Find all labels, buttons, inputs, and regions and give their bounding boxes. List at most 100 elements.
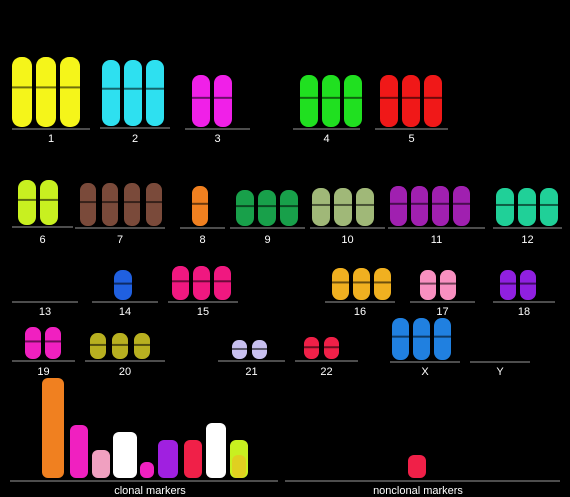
centromere-11-3 bbox=[432, 202, 449, 205]
chromosome-16-3 bbox=[374, 268, 391, 300]
chromosome-label-12: 12 bbox=[521, 234, 533, 246]
chromosome-4-1 bbox=[300, 75, 318, 127]
chromosome-1-2 bbox=[36, 57, 56, 127]
centromere-16-2 bbox=[353, 281, 370, 284]
chromosome-label-7: 7 bbox=[117, 234, 123, 246]
centromere-10-1 bbox=[312, 203, 330, 206]
centromere-12-3 bbox=[540, 203, 558, 206]
centromere-11-4 bbox=[453, 202, 470, 205]
centromere-1-2 bbox=[36, 86, 56, 89]
chromosome-label-19: 19 bbox=[37, 366, 49, 378]
centromere-22-1 bbox=[304, 346, 319, 349]
chromosome-6-2 bbox=[40, 180, 58, 225]
chromosome-label-21: 21 bbox=[245, 366, 257, 378]
centromere-15-3 bbox=[214, 280, 231, 283]
chromosome-2-1 bbox=[102, 60, 120, 126]
centromere-9-2 bbox=[258, 205, 276, 208]
chromosome-label-22: 22 bbox=[320, 366, 332, 378]
centromere-20-2 bbox=[112, 343, 128, 346]
chromosome-label-6: 6 bbox=[39, 234, 45, 246]
centromere-21-1 bbox=[232, 347, 247, 350]
centromere-X-1 bbox=[392, 335, 409, 338]
chromosome-9-3 bbox=[280, 190, 298, 226]
centromere-1-3 bbox=[60, 86, 80, 89]
centromere-9-1 bbox=[236, 205, 254, 208]
chromosome-2-3 bbox=[146, 60, 164, 126]
chromosome-label-13: 13 bbox=[39, 306, 51, 318]
clonal-marker-4 bbox=[113, 432, 137, 478]
centromere-X-3 bbox=[434, 335, 451, 338]
chromosome-label-18: 18 bbox=[518, 306, 530, 318]
clonal-marker-2 bbox=[70, 425, 88, 478]
chromosome-label-3: 3 bbox=[214, 133, 220, 145]
clonal-marker-5 bbox=[140, 462, 154, 478]
chromosome-label-Y: Y bbox=[496, 366, 504, 378]
chromosome-8-1 bbox=[192, 186, 208, 226]
centromere-X-2 bbox=[413, 335, 430, 338]
chromosome-5-1 bbox=[380, 75, 398, 127]
centromere-3-1 bbox=[192, 96, 210, 99]
centromere-10-3 bbox=[356, 203, 374, 206]
centromere-9-3 bbox=[280, 205, 298, 208]
chromosome-12-1 bbox=[496, 188, 514, 226]
chromosome-label-8: 8 bbox=[199, 234, 205, 246]
chromosome-11-2 bbox=[411, 186, 428, 226]
centromere-1-1 bbox=[12, 86, 32, 89]
chromosome-label-20: 20 bbox=[119, 366, 131, 378]
chromosome-11-3 bbox=[432, 186, 449, 226]
clonal-marker-3 bbox=[92, 450, 110, 478]
centromere-8-1 bbox=[192, 202, 208, 205]
centromere-7-2 bbox=[102, 201, 118, 204]
centromere-11-2 bbox=[411, 202, 428, 205]
chromosome-15-3 bbox=[214, 266, 231, 300]
chromosome-label-5: 5 bbox=[408, 133, 414, 145]
centromere-2-3 bbox=[146, 87, 164, 90]
clonal-marker-6 bbox=[158, 440, 178, 478]
centromere-5-3 bbox=[424, 96, 442, 99]
chromosome-14-1 bbox=[114, 270, 132, 300]
centromere-22-2 bbox=[324, 346, 339, 349]
centromere-6-1 bbox=[18, 198, 36, 201]
centromere-17-2 bbox=[440, 282, 456, 285]
centromere-19-1 bbox=[25, 340, 41, 343]
chromosome-label-4: 4 bbox=[323, 133, 329, 145]
centromere-16-1 bbox=[332, 281, 349, 284]
chromosome-7-3 bbox=[124, 183, 140, 226]
centromere-5-1 bbox=[380, 96, 398, 99]
centromere-6-2 bbox=[40, 198, 58, 201]
chromosome-3-1 bbox=[192, 75, 210, 127]
chromosome-17-1 bbox=[420, 270, 436, 300]
chromosome-11-1 bbox=[390, 186, 407, 226]
centromere-19-2 bbox=[45, 340, 61, 343]
chromosome-17-2 bbox=[440, 270, 456, 300]
chromosome-9-2 bbox=[258, 190, 276, 226]
chromosome-X-2 bbox=[413, 318, 430, 360]
chromosome-label-14: 14 bbox=[119, 306, 131, 318]
chromosome-11-4 bbox=[453, 186, 470, 226]
centromere-11-1 bbox=[390, 202, 407, 205]
chromosome-18-1 bbox=[500, 270, 516, 300]
centromere-14-1 bbox=[114, 282, 132, 285]
centromere-16-3 bbox=[374, 281, 391, 284]
centromere-20-1 bbox=[90, 343, 106, 346]
centromere-2-2 bbox=[124, 87, 142, 90]
chromosome-16-2 bbox=[353, 268, 370, 300]
chromosome-3-2 bbox=[214, 75, 232, 127]
chromosome-18-2 bbox=[520, 270, 536, 300]
chromosome-10-3 bbox=[356, 188, 374, 226]
centromere-12-2 bbox=[518, 203, 536, 206]
chromosome-label-2: 2 bbox=[132, 133, 138, 145]
chromosome-10-1 bbox=[312, 188, 330, 226]
centromere-18-1 bbox=[500, 282, 516, 285]
chromosome-label-17: 17 bbox=[436, 306, 448, 318]
chromosome-16-1 bbox=[332, 268, 349, 300]
chromosome-X-1 bbox=[392, 318, 409, 360]
clonal-markers-label: clonal markers bbox=[114, 485, 186, 497]
chromosome-1-3 bbox=[60, 57, 80, 127]
clonal-marker-7 bbox=[184, 440, 202, 478]
centromere-7-1 bbox=[80, 201, 96, 204]
chromosome-5-2 bbox=[402, 75, 420, 127]
chromosome-12-3 bbox=[540, 188, 558, 226]
chromosome-X-3 bbox=[434, 318, 451, 360]
